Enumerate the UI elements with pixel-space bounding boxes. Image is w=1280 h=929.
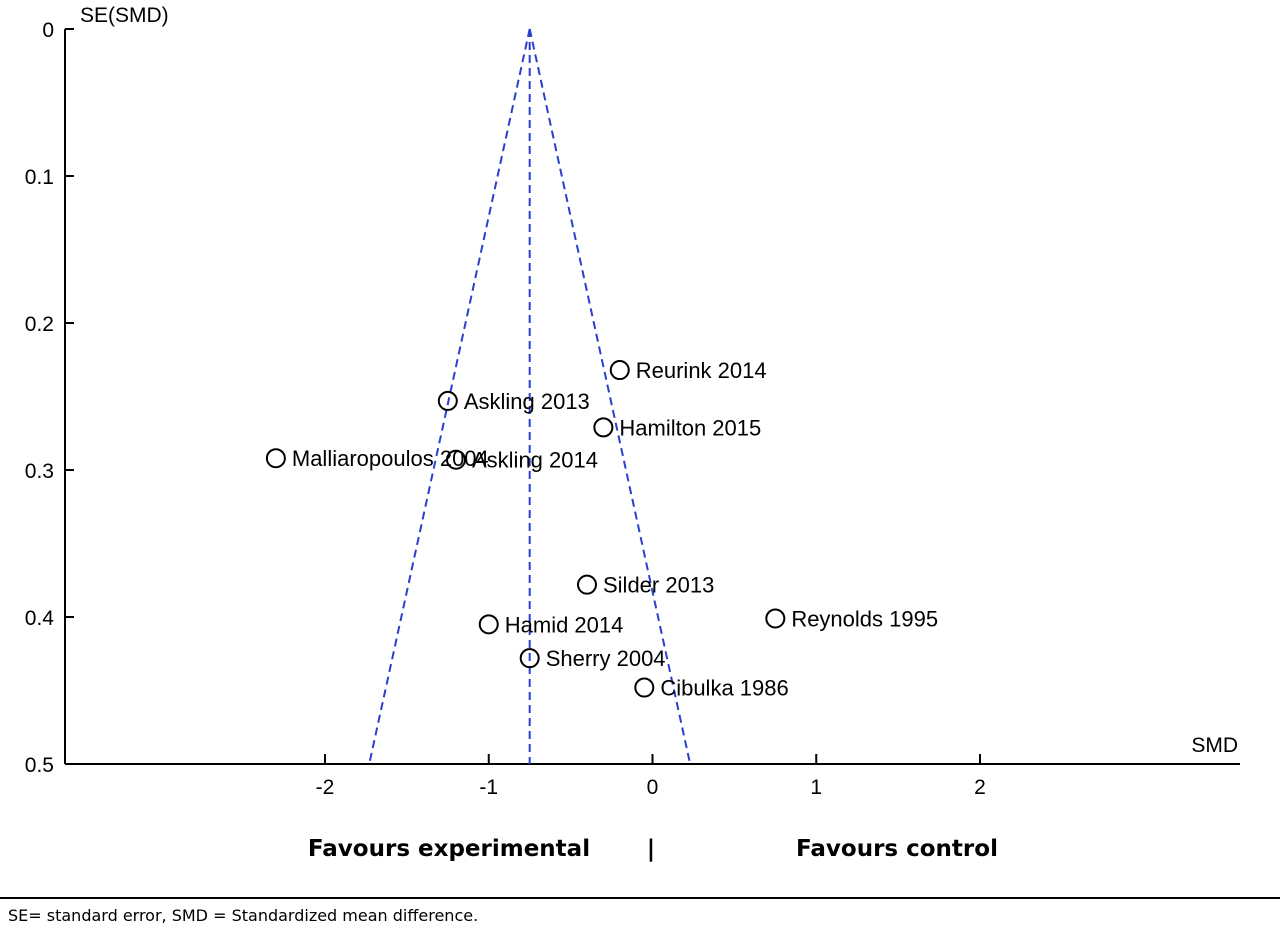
axes-layer: 0 0.1 0.2 0.3 0.4 0.5 -2 -1 0 1 2 (25, 19, 1240, 799)
x-tick-label: 2 (974, 776, 986, 799)
study-point-marker (593, 417, 614, 438)
study-point-label: Sherry 2004 (546, 646, 666, 671)
study-point-label: Reurink 2014 (636, 358, 767, 383)
x-tick-label: -2 (316, 776, 335, 799)
y-tick-label: 0.3 (25, 460, 54, 483)
study-point-marker (437, 390, 458, 411)
study-point-label: Reynolds 1995 (791, 606, 938, 631)
y-tick-label: 0.1 (25, 166, 54, 189)
study-point-marker (265, 448, 286, 469)
study-point-marker (634, 677, 655, 698)
favours-experimental-label: Favours experimental (308, 836, 590, 862)
study-point-label: Hamilton 2015 (619, 415, 761, 440)
y-axis-title: SE(SMD) (80, 4, 169, 27)
funnel-left-boundary (368, 28, 531, 765)
study-point-label: Askling 2014 (472, 448, 598, 473)
footnote: SE= standard error, SMD = Standardized m… (8, 906, 478, 925)
study-point-marker (446, 449, 466, 470)
funnel-layer (368, 28, 692, 765)
y-tick-label: 0.5 (25, 754, 54, 777)
x-tick-label: 0 (647, 776, 659, 799)
study-point-marker (478, 614, 499, 635)
y-tick-label: 0 (42, 19, 54, 42)
x-tick-label: 1 (810, 776, 822, 799)
study-point-label: Cibulka 1986 (660, 676, 788, 701)
study-point-label: Silder 2013 (603, 573, 714, 598)
funnel-right-boundary (528, 28, 692, 765)
x-axis-title: SMD (1191, 734, 1238, 757)
study-point-marker (519, 648, 540, 669)
study-point-marker (765, 608, 786, 629)
favours-divider: | (647, 836, 655, 862)
x-tick-label: -1 (479, 776, 498, 799)
study-point-marker (609, 360, 630, 381)
y-tick-label: 0.2 (25, 313, 54, 336)
study-point-marker (577, 574, 597, 595)
favours-control-label: Favours control (796, 836, 998, 862)
study-point-label: Askling 2013 (464, 389, 590, 414)
study-point-label: Hamid 2014 (505, 612, 624, 637)
y-tick-label: 0.4 (25, 607, 55, 630)
